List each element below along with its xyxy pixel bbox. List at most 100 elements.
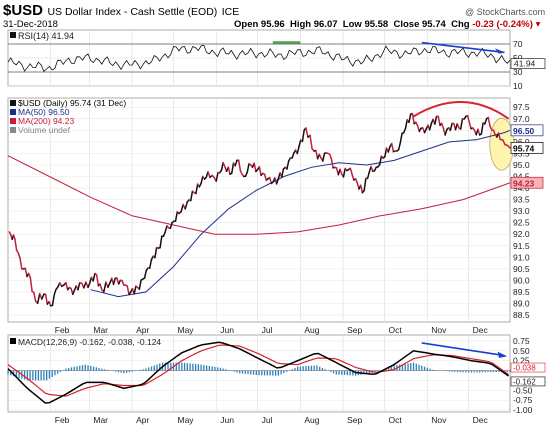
price-x-tick-label: Jun [220, 325, 234, 335]
macd-histogram-bar [222, 368, 224, 371]
price-legend-swatch [10, 109, 16, 115]
macd-histogram-bar [321, 368, 324, 371]
price-line-segment [17, 252, 21, 260]
price-line-segment [309, 134, 313, 150]
macd-histogram-bar [277, 370, 280, 376]
open-value: 95.96 [260, 19, 285, 30]
price-line-segment [487, 116, 491, 127]
macd-tick-label: 0.25 [513, 356, 530, 366]
macd-histogram-bar [479, 370, 481, 373]
macd-histogram-bar [189, 363, 191, 371]
price-line-segment [133, 285, 137, 295]
macd-histogram-bar [37, 370, 40, 381]
price-line-segment [51, 294, 55, 307]
macd-signal-line [7, 344, 509, 397]
price-line-segment [366, 171, 371, 180]
rsi-tick-label: 10 [513, 81, 523, 91]
price-line-segment [72, 289, 76, 296]
macd-histogram-bar [272, 370, 274, 376]
price-marker-label: 95.74 [513, 143, 535, 153]
macd-histogram-bar [214, 366, 216, 371]
price-line-segment [437, 115, 441, 126]
rsi-legend-text: RSI(14) 41.94 [18, 31, 74, 41]
macd-histogram-bar [261, 370, 263, 376]
price-line-segment [497, 132, 502, 141]
macd-tick-label: 0.50 [513, 346, 530, 356]
price-legend-swatch [10, 118, 16, 124]
macd-histogram-bar [285, 370, 288, 372]
macd-histogram-bar [448, 370, 451, 372]
macd-histogram-bar [114, 370, 117, 372]
macd-tick-label: 0.75 [513, 336, 530, 346]
macd-last-value-box [510, 362, 546, 373]
macd-x-tick-label: Nov [431, 415, 447, 425]
macd-histogram-bar [10, 370, 12, 376]
macd-histogram-bar [462, 370, 464, 373]
macd-histogram-bar [498, 370, 500, 373]
macd-histogram-bar [305, 366, 307, 371]
macd-tick-label: -0.75 [513, 395, 533, 405]
macd-histogram-bar [73, 366, 75, 371]
price-line-segment [44, 293, 49, 305]
price-tick-label: 88.5 [513, 310, 530, 320]
price-line-segment [180, 203, 184, 213]
price-line-segment [502, 139, 506, 146]
macd-histogram-bar [473, 370, 475, 373]
macd-histogram-bar [244, 370, 246, 374]
price-line-segment [14, 238, 18, 251]
macd-histogram-bar [153, 365, 155, 371]
high-value: 96.07 [313, 19, 338, 30]
macd-histogram-bar [175, 362, 177, 371]
macd-histogram-bar [81, 365, 84, 371]
price-line-segment [195, 183, 199, 195]
price-tick-label: 94.5 [513, 172, 530, 182]
price-line-segment [29, 277, 33, 293]
chart-title: $USD US Dollar Index - Cash Settle (EOD)… [3, 2, 239, 20]
macd-histogram-bar [95, 367, 97, 371]
macd-histogram-bar [103, 369, 106, 371]
rsi-arrowhead-icon [494, 48, 505, 54]
copyright-label: @ StockCharts.com [465, 7, 546, 17]
macd-x-tick-label: Apr [136, 415, 149, 425]
price-tick-label: 92.5 [513, 218, 530, 228]
macd-histogram-bar [291, 369, 293, 371]
macd-histogram-bar [48, 370, 51, 379]
macd-histogram-bar [432, 369, 434, 371]
macd-x-tick-label: May [177, 415, 194, 425]
price-line-segment [342, 167, 346, 178]
price-line-segment [349, 167, 353, 176]
macd-histogram-bar [445, 370, 448, 372]
macd-last-value-label: -0.162 [513, 377, 536, 386]
price-line-segment [363, 177, 367, 192]
price-line-segment [387, 145, 391, 153]
macd-histogram-bar [423, 366, 426, 371]
price-line-segment [484, 118, 488, 125]
macd-histogram-bar [506, 370, 508, 373]
macd-histogram-bar [15, 370, 17, 378]
macd-histogram-bar [128, 370, 131, 373]
price-tick-label: 91.5 [513, 241, 530, 251]
price-line-segment [164, 225, 168, 233]
macd-histogram-bar [368, 370, 371, 374]
macd-histogram-bar [178, 362, 180, 371]
price-line-segment [434, 115, 438, 125]
macd-histogram-bar [51, 370, 53, 378]
low-label: Low [342, 19, 362, 30]
price-line-segment [449, 122, 453, 132]
macd-histogram-bar [70, 367, 73, 371]
macd-histogram-bar [487, 370, 489, 373]
ohlc-readout: Open 95.96 High 96.07 Low 95.58 Close 95… [234, 19, 540, 30]
macd-histogram-bar [492, 370, 495, 373]
price-line-segment [215, 171, 219, 182]
price-line-segment [65, 281, 69, 291]
macd-histogram-bar [490, 370, 492, 373]
price-tick-label: 97.0 [513, 114, 530, 124]
price-line-segment [159, 235, 163, 249]
macd-histogram-bar [98, 368, 100, 371]
rsi-last-value-label: 41.94 [514, 59, 536, 69]
macd-x-tick-label: Jul [262, 415, 273, 425]
macd-histogram-bar [263, 370, 266, 376]
macd-last-value-box [510, 376, 546, 387]
price-line-segment [207, 171, 211, 179]
macd-legend-text: MACD(12,26,9) -0.162, -0.038, -0.124 [18, 337, 161, 347]
